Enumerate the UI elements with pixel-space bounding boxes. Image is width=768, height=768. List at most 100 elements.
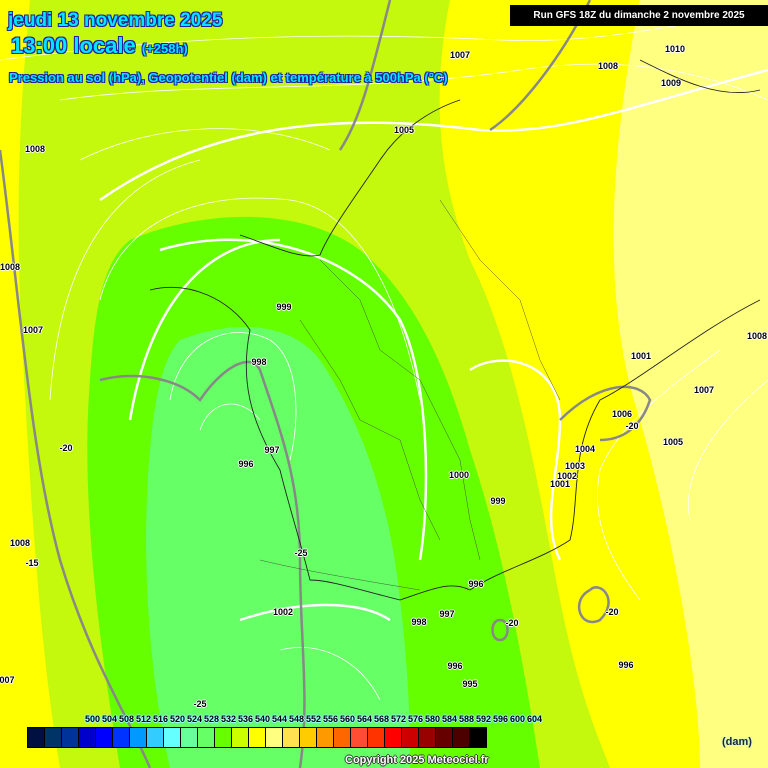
legend-swatch [249,728,266,747]
legend-value: 504 [101,714,118,724]
map-label: 1008 [0,262,21,272]
legend-swatch [113,728,130,747]
map-label: 999 [276,302,292,312]
legend-value: 596 [492,714,509,724]
legend-value: 512 [135,714,152,724]
legend-swatch [45,728,62,747]
legend-value: 552 [305,714,322,724]
legend-value: 580 [424,714,441,724]
map-label: 1007 [449,50,471,60]
legend-swatch [232,728,249,747]
legend-swatch [181,728,198,747]
map-label: 1010 [664,44,686,54]
map-label: 997 [264,445,280,455]
legend-swatch [334,728,351,747]
map-label: -15 [25,558,39,568]
pressure-isolines [0,9,768,701]
legend-swatch [96,728,113,747]
map-label: 007 [0,675,15,685]
lead-time: (+258h) [141,41,188,56]
local-time: 13:00 locale [11,33,136,58]
legend-value: 544 [271,714,288,724]
legend-swatch [62,728,79,747]
legend-value: 564 [356,714,373,724]
legend-value: 588 [458,714,475,724]
map-label: -20 [505,618,519,628]
map-label: 995 [462,679,478,689]
legend-value: 536 [237,714,254,724]
borders [259,199,561,591]
map-label: 1002 [272,607,294,617]
legend-swatch [453,728,470,747]
legend-unit: (dam) [722,736,752,748]
legend-labels: 500 504 508 512 516 520 524 528 532 536 540 544 548 5… [50,714,542,724]
map-label: 1001 [630,351,652,361]
map-label: -20 [605,607,619,617]
legend-swatch [164,728,181,747]
legend-value: 600 [509,714,526,724]
map-label: 997 [439,609,455,619]
legend-value: 584 [441,714,458,724]
legend-value: 528 [203,714,220,724]
map-label: 999 [490,496,506,506]
legend-value: 524 [186,714,203,724]
map-label: 1008 [746,331,768,341]
legend-swatch [130,728,147,747]
legend-swatch [198,728,215,747]
map-label: 996 [238,459,254,469]
legend-value: 568 [373,714,390,724]
map-label: -20 [625,421,639,431]
legend-swatch [368,728,385,747]
map-label: 996 [447,661,463,671]
map-label: 996 [618,660,634,670]
legend-swatch [283,728,300,747]
map-label: 1006 [611,409,633,419]
map-subtitle: Pression au sol (hPa), Geopotentiel (dam… [9,70,448,85]
map-label: -25 [193,699,207,709]
legend-swatch [215,728,232,747]
map-label: 998 [411,617,427,627]
forecast-time: 13:00 locale (+258h) [11,33,188,59]
map-label: 1000 [448,470,470,480]
legend-swatch [147,728,164,747]
legend-swatch [351,728,368,747]
map-label: 998 [251,357,267,367]
legend-swatch [317,728,334,747]
legend-value: 500 [84,714,101,724]
map-label: 1001 [549,479,571,489]
map-label: 1005 [393,125,415,135]
legend-swatch [28,728,45,747]
legend-value: 548 [288,714,305,724]
legend-swatch [385,728,402,747]
copyright: Copyright 2025 Meteociel.fr [345,754,489,766]
legend-swatch [300,728,317,747]
map-label: 1004 [574,444,596,454]
legend-swatch [419,728,436,747]
map-label: -20 [59,443,73,453]
legend-swatch [266,728,283,747]
map-label: 1002 [556,471,578,481]
forecast-date: jeudi 13 novembre 2025 [8,10,223,31]
legend-value: 604 [526,714,543,724]
legend-value: 508 [118,714,135,724]
map-label: 1005 [662,437,684,447]
legend-swatch [79,728,96,747]
legend-value: 540 [254,714,271,724]
map-label: 1008 [597,61,619,71]
legend-value: 520 [169,714,186,724]
coastlines [149,59,761,601]
map-label: 1007 [22,325,44,335]
map-label: 1008 [9,538,31,548]
legend-value: 572 [390,714,407,724]
legend-value: 556 [322,714,339,724]
legend-value: 576 [407,714,424,724]
field-540 [146,326,410,768]
color-legend [27,727,487,748]
map-label: 1003 [564,461,586,471]
legend-swatch [470,728,486,747]
map-label: -25 [294,548,308,558]
map-label: 1007 [693,385,715,395]
legend-value: 516 [152,714,169,724]
legend-value: 560 [339,714,356,724]
